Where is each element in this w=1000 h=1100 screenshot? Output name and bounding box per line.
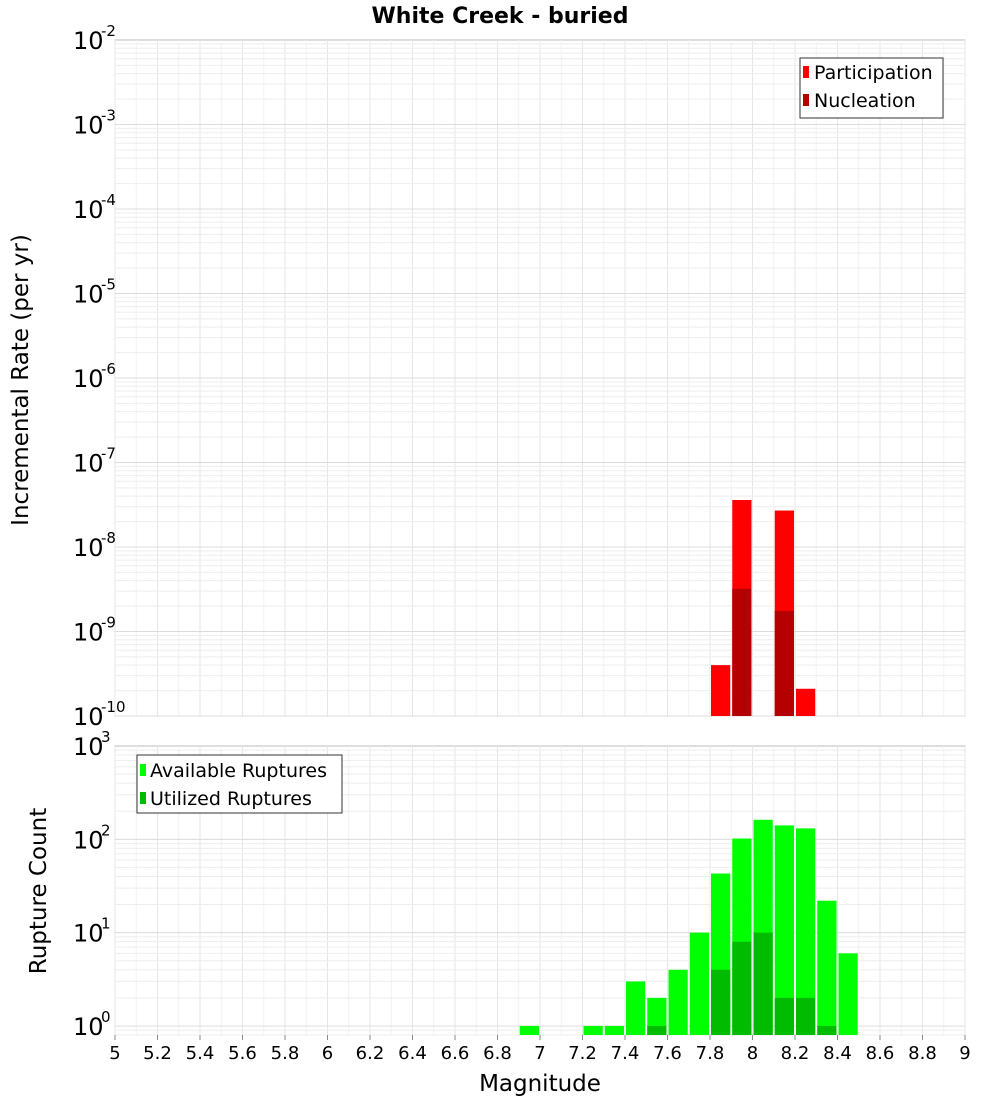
bottom-bar-series-0 bbox=[668, 969, 688, 1035]
top-y-tick-base: 10 bbox=[73, 281, 104, 309]
top-y-tick-base: 10 bbox=[73, 196, 104, 224]
top-y-tick-base: 10 bbox=[73, 534, 104, 562]
bottom-bar-series-1 bbox=[817, 1025, 837, 1035]
top-bars bbox=[711, 499, 816, 716]
x-tick-label: 6.4 bbox=[398, 1043, 427, 1064]
top-gridlines bbox=[114, 40, 966, 717]
legend-participation-label: Participation bbox=[814, 62, 933, 84]
bottom-bar-series-0 bbox=[626, 981, 646, 1035]
bottom-bar-series-0 bbox=[796, 828, 816, 1035]
top-y-tick-exponent: -4 bbox=[101, 191, 116, 209]
top-legend: Participation Nucleation bbox=[799, 57, 944, 119]
bottom-y-axis-label: Rupture Count bbox=[26, 808, 52, 974]
x-tick-label: 6.2 bbox=[356, 1043, 385, 1064]
bottom-bar-series-1 bbox=[732, 941, 752, 1035]
bottom-bar-series-0 bbox=[583, 1025, 603, 1035]
top-y-tick-base: 10 bbox=[73, 27, 104, 55]
x-tick-label: 7.2 bbox=[568, 1043, 597, 1064]
top-y-tick-exponent: -3 bbox=[101, 107, 116, 125]
top-panel: 10-210-310-410-510-610-710-810-910-10 In… bbox=[8, 22, 966, 731]
x-tick-label: 7 bbox=[534, 1043, 545, 1064]
bottom-bar-series-0 bbox=[604, 1025, 624, 1035]
bottom-bar-series-0 bbox=[689, 932, 709, 1035]
top-y-axis-label: Incremental Rate (per yr) bbox=[8, 234, 34, 526]
x-tick-label: 6.6 bbox=[441, 1043, 470, 1064]
x-tick-label: 8.6 bbox=[866, 1043, 895, 1064]
top-legend-box bbox=[799, 57, 944, 119]
legend-available-label: Available Ruptures bbox=[150, 760, 327, 782]
bottom-y-tick-base: 10 bbox=[73, 920, 104, 948]
x-tick-label: 5.2 bbox=[143, 1043, 172, 1064]
top-bar-series-0 bbox=[796, 688, 816, 716]
bottom-bar-series-1 bbox=[796, 997, 816, 1035]
bottom-y-tick-exponent: 2 bbox=[101, 821, 111, 839]
bottom-bar-series-0 bbox=[817, 900, 837, 1035]
x-tick-label: 5 bbox=[109, 1043, 120, 1064]
x-tick-labels: 5 5.2 5.4 5.6 5.8 6 6.2 6.4 6.6 6.8 7 7.2 7.4 7.6 7.8 8… bbox=[109, 1035, 971, 1064]
bottom-bars bbox=[519, 819, 858, 1035]
x-tick-label: 7.8 bbox=[696, 1043, 725, 1064]
top-y-tick-exponent: -8 bbox=[101, 529, 116, 547]
bottom-y-tick-base: 10 bbox=[73, 733, 104, 761]
bottom-bar-series-0 bbox=[647, 997, 667, 1035]
top-y-tick-exponent: -9 bbox=[101, 614, 116, 632]
x-tick-label: 7.4 bbox=[611, 1043, 640, 1064]
bottom-y-tick-exponent: 3 bbox=[101, 728, 111, 746]
top-y-tick-base: 10 bbox=[73, 703, 104, 731]
legend-utilized-swatch bbox=[140, 792, 146, 804]
bottom-bar-series-1 bbox=[753, 932, 773, 1035]
x-tick-label: 8.8 bbox=[908, 1043, 937, 1064]
x-axis-label: Magnitude bbox=[479, 1071, 601, 1097]
bottom-legend-box bbox=[136, 754, 343, 814]
top-bar-series-0 bbox=[711, 665, 731, 716]
legend-utilized-label: Utilized Ruptures bbox=[150, 788, 312, 810]
bottom-y-tick-base: 10 bbox=[73, 826, 104, 854]
bottom-legend: Available Ruptures Utilized Ruptures bbox=[136, 754, 343, 814]
x-tick-label: 6.8 bbox=[483, 1043, 512, 1064]
x-tick-label: 8.4 bbox=[823, 1043, 852, 1064]
bottom-y-tick-exponent: 0 bbox=[101, 1008, 111, 1026]
top-y-tick-labels: 10-210-310-410-510-610-710-810-910-10 bbox=[73, 22, 126, 731]
bottom-bar-series-1 bbox=[774, 997, 794, 1035]
top-y-tick-base: 10 bbox=[73, 112, 104, 140]
x-tick-label: 5.6 bbox=[228, 1043, 257, 1064]
top-y-tick-exponent: -10 bbox=[101, 698, 126, 716]
x-tick-label: 8.2 bbox=[781, 1043, 810, 1064]
bottom-bar-series-0 bbox=[838, 953, 858, 1035]
bottom-bar-series-0 bbox=[774, 825, 794, 1035]
top-y-tick-base: 10 bbox=[73, 619, 104, 647]
x-tick-label: 6 bbox=[322, 1043, 333, 1064]
top-bar-series-1 bbox=[774, 610, 794, 716]
x-tick-label: 8 bbox=[747, 1043, 758, 1064]
bottom-bar-series-1 bbox=[711, 969, 731, 1035]
x-tick-label: 7.6 bbox=[653, 1043, 682, 1064]
top-y-tick-exponent: -6 bbox=[101, 360, 116, 378]
bottom-bar-series-0 bbox=[519, 1025, 539, 1035]
bottom-y-tick-exponent: 1 bbox=[101, 915, 111, 933]
top-y-tick-exponent: -2 bbox=[101, 22, 116, 40]
legend-nucleation-swatch bbox=[803, 94, 809, 106]
top-y-tick-exponent: -5 bbox=[101, 276, 116, 294]
legend-available-swatch bbox=[140, 764, 146, 776]
bottom-bar-series-1 bbox=[647, 1025, 667, 1035]
top-y-tick-base: 10 bbox=[73, 365, 104, 393]
x-tick-label: 5.4 bbox=[186, 1043, 215, 1064]
legend-nucleation-label: Nucleation bbox=[814, 90, 916, 112]
top-y-tick-exponent: -7 bbox=[101, 445, 116, 463]
top-bar-series-1 bbox=[732, 588, 752, 716]
chart-title: White Creek - buried bbox=[372, 4, 629, 29]
top-y-tick-base: 10 bbox=[73, 450, 104, 478]
x-tick-label: 9 bbox=[959, 1043, 970, 1064]
bottom-y-tick-base: 10 bbox=[73, 1013, 104, 1041]
x-tick-label: 5.8 bbox=[271, 1043, 300, 1064]
legend-participation-swatch bbox=[803, 66, 809, 78]
